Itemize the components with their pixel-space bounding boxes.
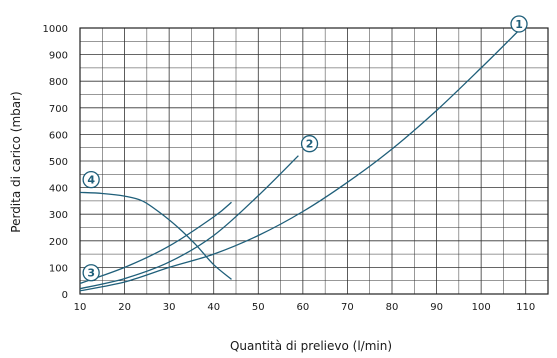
y-tick-label: 700 xyxy=(49,104,68,115)
x-tick-label: 40 xyxy=(207,302,220,313)
series-lines xyxy=(79,27,522,292)
series-line-4 xyxy=(79,191,232,280)
series-line-3 xyxy=(79,201,232,285)
y-tick-label: 900 xyxy=(49,51,68,62)
curve-marker-2: 2 xyxy=(300,135,319,153)
curve-marker-4: 4 xyxy=(82,170,100,189)
x-tick-label: 70 xyxy=(341,302,354,313)
marker-label: 4 xyxy=(87,174,95,187)
x-tick-label: 110 xyxy=(516,302,535,313)
y-tick-label: 500 xyxy=(49,157,68,168)
y-tick-label: 0 xyxy=(62,290,68,301)
marker-label: 3 xyxy=(87,267,95,280)
x-axis-label: Quantità di prelievo (l/min) xyxy=(230,339,392,353)
x-tick-label: 100 xyxy=(472,302,491,313)
series-line-1 xyxy=(79,27,522,292)
series-line-2 xyxy=(79,155,299,290)
marker-circle xyxy=(82,170,100,189)
marker-circle xyxy=(82,264,100,282)
x-tick-label: 30 xyxy=(163,302,176,313)
curve-marker-1: 1 xyxy=(510,15,528,33)
x-tick-label: 80 xyxy=(386,302,399,313)
curve-marker-3: 3 xyxy=(82,264,100,282)
y-tick-label: 1000 xyxy=(43,24,68,35)
x-tick-label: 20 xyxy=(118,302,131,313)
y-tick-label: 600 xyxy=(49,130,68,141)
y-tick-label: 300 xyxy=(49,210,68,221)
y-tick-label: 800 xyxy=(49,77,68,88)
y-tick-label: 100 xyxy=(49,263,68,274)
marker-label: 2 xyxy=(306,138,314,151)
y-axis-label: Perdita di carico (mbar) xyxy=(9,91,23,232)
marker-circle xyxy=(510,15,528,33)
x-tick-labels: 10 20 30 40 50 60 70 80 90 100 110 xyxy=(74,302,536,313)
x-tick-label: 90 xyxy=(430,302,443,313)
y-tick-labels: 0 100 200 300 400 500 600 700 800 900 1000 xyxy=(43,24,68,301)
curve-markers: 1 2 3 4 xyxy=(82,15,528,282)
x-tick-label: 60 xyxy=(296,302,309,313)
grid xyxy=(79,27,549,295)
y-tick-label: 200 xyxy=(49,237,68,248)
x-tick-label: 50 xyxy=(252,302,265,313)
y-tick-label: 400 xyxy=(49,184,68,195)
marker-circle xyxy=(300,135,319,153)
plot-frame xyxy=(79,27,549,295)
marker-label: 1 xyxy=(515,18,523,31)
x-tick-label: 10 xyxy=(74,302,87,313)
